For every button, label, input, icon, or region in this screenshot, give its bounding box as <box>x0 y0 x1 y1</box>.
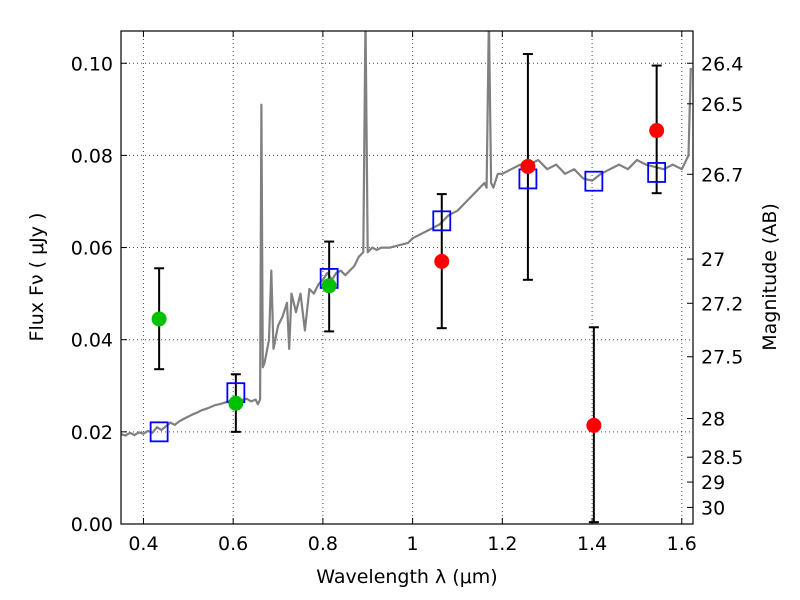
x-tick-label: 1 <box>407 533 419 555</box>
mag-tick-label: 27.2 <box>701 293 743 315</box>
ticks <box>121 31 693 525</box>
red-photometry-point <box>586 417 602 433</box>
green-photometry-point <box>151 311 167 327</box>
mag-tick-label: 28.5 <box>701 447 743 469</box>
model-square <box>149 421 169 443</box>
mag-tick-label: 27 <box>701 249 725 271</box>
mag-tick-label: 28 <box>701 408 725 430</box>
green-photometry-point <box>228 395 244 411</box>
mag-tick-label: 26.4 <box>701 53 743 75</box>
x-axis-title: Wavelength λ (μm) <box>316 566 497 588</box>
tick-labels: 0.4 0.6 0.8 1 1.2 1.4 1.6 0.00 0.02 0.04 0.06 0.08 0… <box>71 53 744 555</box>
mag-tick-label: 26.7 <box>701 164 743 186</box>
marker-layer <box>149 123 667 443</box>
model-square <box>647 162 667 183</box>
green-photometry-point <box>321 278 337 294</box>
x-tick-label: 0.6 <box>218 533 248 555</box>
y-tick-label: 0.08 <box>71 145 113 167</box>
y-tick-label: 0.04 <box>71 330 113 352</box>
red-photometry-point <box>520 158 536 174</box>
x-tick-label: 1.4 <box>577 533 607 555</box>
red-photometry-point <box>434 253 450 269</box>
y-axis-title: Flux Fν ( μJy ) <box>26 213 48 342</box>
mag-tick-label: 27.5 <box>701 347 743 369</box>
mag-tick-label: 30 <box>701 497 725 519</box>
x-tick-label: 1.2 <box>487 533 517 555</box>
mag-tick-label: 26.5 <box>701 94 743 116</box>
red-photometry-point <box>649 123 665 139</box>
model-square <box>432 210 452 232</box>
y-tick-label: 0.02 <box>71 422 113 444</box>
y2-axis-title: Magnitude (AB) <box>759 203 781 351</box>
x-tick-label: 0.8 <box>308 533 338 555</box>
plot-area <box>121 31 692 524</box>
x-tick-label: 1.6 <box>667 533 697 555</box>
y-tick-label: 0.06 <box>71 238 113 260</box>
model-square <box>584 170 604 192</box>
mag-tick-label: 29 <box>701 472 725 494</box>
y-tick-label: 0.00 <box>71 514 113 536</box>
plot-frame <box>120 30 694 525</box>
x-tick-label: 0.4 <box>128 533 158 555</box>
y-tick-label: 0.10 <box>71 53 113 75</box>
